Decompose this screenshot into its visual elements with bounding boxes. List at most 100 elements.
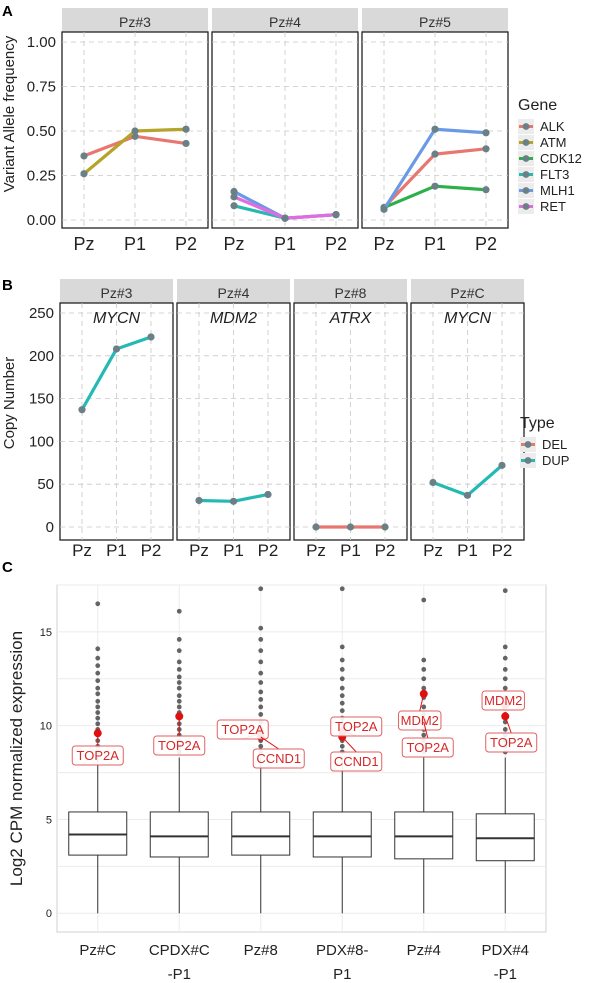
callout-box bbox=[401, 737, 454, 758]
facet-gene-label: MYCN bbox=[93, 310, 141, 327]
facet-strip bbox=[212, 8, 358, 32]
outlier-point bbox=[421, 657, 427, 663]
callout-leader bbox=[423, 721, 429, 739]
data-point bbox=[380, 205, 388, 213]
outlier-point bbox=[176, 693, 182, 699]
outlier-point bbox=[502, 644, 508, 650]
x-tick-label: Pz#8 bbox=[244, 942, 278, 959]
callout-box bbox=[330, 716, 383, 737]
outlier-point bbox=[339, 676, 345, 682]
callout-box bbox=[330, 751, 383, 772]
facet-pz-4: Pz#4 MDM2 Pz P1 P2 bbox=[176, 279, 291, 560]
callout-mdm2: MDM2 bbox=[481, 690, 525, 711]
x-tick-label: P1 bbox=[424, 234, 446, 254]
callout-top2a: TOP2A bbox=[485, 716, 538, 753]
facet-gene-label: MYCN bbox=[444, 310, 492, 327]
x-tick-label: P2 bbox=[175, 234, 197, 254]
legend-key-point bbox=[522, 187, 530, 194]
callout-top2a: TOP2A bbox=[71, 733, 124, 766]
outlier-point bbox=[421, 667, 427, 672]
facet-strip bbox=[362, 8, 508, 32]
y-tick-label: 15 bbox=[40, 627, 52, 639]
callout-label: CCND1 bbox=[334, 754, 379, 769]
legend-key-point bbox=[522, 139, 530, 146]
box-group: CPDX#C -P1 bbox=[149, 585, 210, 983]
x-tick-label: P1 bbox=[106, 541, 127, 560]
outlier-point bbox=[421, 597, 427, 603]
data-point bbox=[346, 523, 355, 531]
data-point bbox=[182, 125, 190, 133]
outlier-point bbox=[95, 710, 101, 715]
facet-pz-5: Pz#5 Pz P1 P2 bbox=[361, 8, 509, 254]
outlier-point bbox=[421, 685, 427, 691]
legend-entry-label: CDK12 bbox=[540, 151, 582, 166]
data-point bbox=[312, 523, 320, 531]
callout-label: MDM2 bbox=[484, 693, 522, 708]
outlier-point bbox=[421, 676, 427, 682]
outlier-point bbox=[502, 727, 508, 732]
y-tick-label: 0 bbox=[46, 908, 52, 920]
outlier-point bbox=[258, 659, 264, 665]
data-point bbox=[281, 214, 289, 222]
data-point bbox=[498, 461, 506, 469]
callout-box bbox=[398, 710, 442, 731]
legend-key-point bbox=[524, 441, 532, 448]
data-point bbox=[147, 333, 155, 341]
data-point bbox=[482, 186, 490, 194]
box-group: Pz#C bbox=[68, 585, 128, 959]
facet-strip bbox=[60, 279, 173, 303]
callout-label: MDM2 bbox=[401, 713, 439, 728]
y-tick-label: 10 bbox=[40, 721, 52, 733]
outlier-point bbox=[502, 667, 508, 672]
data-point bbox=[431, 182, 439, 190]
x-tick-label: Pz bbox=[223, 234, 244, 254]
y-tick-label: 0.50 bbox=[27, 123, 56, 140]
outlier-point bbox=[95, 646, 101, 652]
outlier-point bbox=[95, 601, 101, 607]
callout-top2a: TOP2A bbox=[216, 719, 269, 740]
x-tick-label: P1 bbox=[333, 966, 351, 983]
outlier-point bbox=[421, 704, 427, 710]
y-tick-label: 0.75 bbox=[27, 79, 56, 96]
callout-box bbox=[153, 735, 206, 756]
legend-entry-label: MLH1 bbox=[540, 183, 575, 198]
callout-top2a: TOP2A bbox=[153, 716, 206, 756]
outlier-point bbox=[339, 708, 345, 714]
x-tick-label: P2 bbox=[475, 234, 497, 254]
callout-mdm2: MDM2 bbox=[398, 693, 442, 731]
x-tick-label: P1 bbox=[223, 541, 244, 560]
facet-pz-3: Pz#3 Pz P1 P2 bbox=[61, 8, 209, 254]
outlier-point bbox=[176, 667, 182, 672]
y-tick-label: 0 bbox=[46, 519, 54, 536]
outlier-point bbox=[258, 697, 264, 702]
legend-key-point bbox=[522, 203, 530, 210]
panel-c-chart: 0 5 10 15 Log2 CPM normalized expression Pz#C… bbox=[7, 584, 547, 983]
callout-box bbox=[481, 690, 525, 711]
facet-strip-label: Pz#8 bbox=[335, 285, 367, 301]
y-tick-label: 5 bbox=[46, 814, 52, 826]
outlier-point bbox=[258, 636, 264, 642]
y-tick-label: 250 bbox=[29, 305, 54, 322]
legend-title: Type bbox=[520, 415, 555, 432]
data-point bbox=[80, 152, 88, 160]
facet-strip bbox=[62, 8, 208, 32]
y-tick-label: 1.00 bbox=[27, 34, 56, 51]
facet-pz-8: Pz#8 ATRX Pz P1 P2 bbox=[293, 279, 408, 560]
callout-leader bbox=[260, 736, 280, 750]
legend-entry-label: ALK bbox=[540, 119, 565, 134]
callout-box bbox=[71, 745, 124, 766]
data-point bbox=[182, 139, 190, 148]
y-tick-label: 150 bbox=[29, 391, 54, 408]
box-group: PDX#4 -P1 bbox=[475, 585, 535, 983]
panel-label-b: B bbox=[2, 277, 13, 294]
facet-pz-3: Pz#3 MYCN Pz P1 P2 bbox=[59, 279, 174, 560]
outlier-point bbox=[339, 586, 345, 592]
x-tick-label: P2 bbox=[492, 541, 513, 560]
callout-ccnd1: CCND1 bbox=[252, 736, 305, 769]
facet-strip-label: Pz#3 bbox=[101, 285, 133, 301]
outlier-point bbox=[258, 680, 264, 685]
data-point bbox=[431, 150, 439, 158]
legend-entry-label: ATM bbox=[540, 135, 566, 150]
y-tick-label: 50 bbox=[37, 476, 54, 493]
